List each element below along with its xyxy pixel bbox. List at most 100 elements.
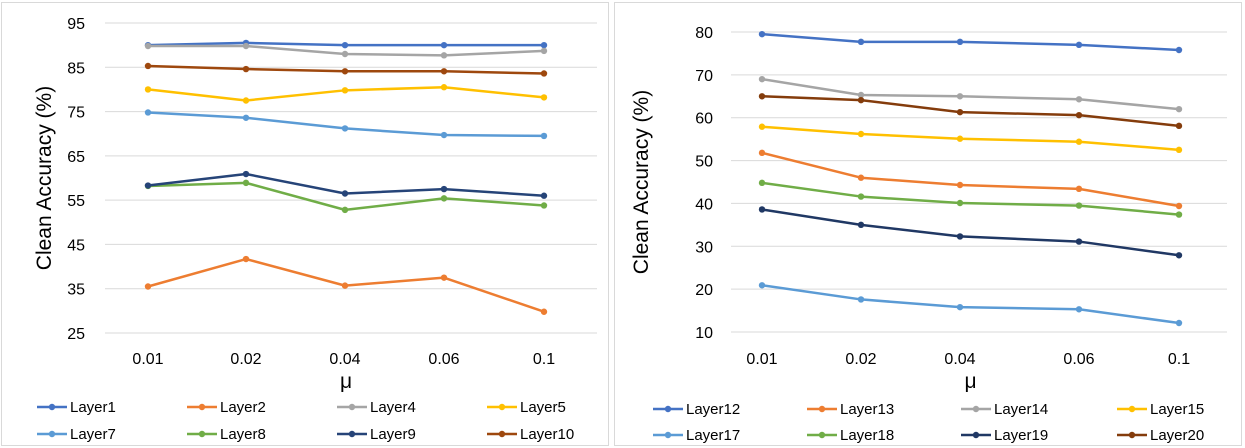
data-point-layer12: [1175, 46, 1183, 54]
legend-marker: [198, 403, 206, 411]
data-point-layer15: [758, 123, 766, 130]
data-point-layer14: [758, 75, 766, 83]
x-tick-label: 0.04: [944, 351, 975, 368]
data-point-layer5: [540, 94, 548, 101]
legend-marker: [498, 430, 506, 438]
data-point-layer8: [341, 206, 349, 214]
y-tick-label: 45: [67, 237, 85, 254]
data-point-layer10: [440, 68, 448, 75]
legend-marker: [972, 431, 980, 439]
data-point-layer8: [242, 179, 250, 187]
data-point-layer5: [341, 87, 349, 94]
data-point-layer2: [242, 255, 250, 263]
series-line-layer14: [761, 77, 1180, 111]
data-point-layer14: [956, 93, 964, 100]
data-point-layer19: [956, 233, 964, 240]
y-tick-label: 50: [695, 154, 713, 171]
data-point-layer2: [540, 308, 548, 315]
y-tick-label: 30: [695, 239, 713, 256]
data-point-layer19: [1175, 252, 1183, 259]
legend-marker: [818, 431, 826, 439]
y-tick-label: 75: [67, 105, 85, 122]
y-tick-label: 70: [695, 68, 713, 85]
y-tick-label: 85: [67, 60, 85, 77]
x-axis-label: μ: [340, 370, 352, 393]
series-line-layer20: [761, 95, 1180, 128]
data-point-layer8: [540, 202, 548, 209]
y-axis-label: Clean Accuracy (%): [630, 90, 653, 274]
series-line-layer19: [761, 208, 1180, 257]
y-tick-label: 25: [67, 326, 85, 343]
data-point-layer19: [758, 206, 766, 213]
legend-marker: [664, 405, 672, 413]
x-tick-label: 0.1: [533, 351, 555, 368]
x-tick-label: 0.01: [746, 351, 777, 368]
data-point-layer10: [341, 68, 349, 75]
data-point-layer20: [1175, 122, 1183, 130]
data-point-layer4: [341, 50, 349, 58]
data-point-layer12: [758, 30, 766, 38]
data-point-layer4: [144, 42, 152, 50]
data-point-layer10: [242, 65, 250, 73]
data-point-layer10: [144, 62, 152, 70]
x-tick-label: 0.02: [230, 351, 261, 368]
legend-label: Layer9: [370, 426, 416, 443]
data-point-layer18: [956, 199, 964, 207]
data-point-layer17: [956, 303, 964, 311]
data-point-layer18: [758, 179, 766, 187]
y-tick-label: 60: [695, 111, 713, 128]
data-point-layer5: [144, 86, 152, 93]
series-line-layer18: [761, 181, 1180, 216]
y-tick-label: 10: [695, 325, 713, 342]
data-point-layer9: [144, 182, 152, 189]
data-point-layer1: [440, 41, 448, 49]
legend-label: Layer13: [840, 401, 894, 418]
x-tick-label: 0.01: [132, 351, 163, 368]
data-point-layer5: [242, 97, 250, 104]
data-point-layer4: [540, 47, 548, 55]
data-point-layer13: [857, 174, 865, 181]
data-point-layer14: [857, 91, 865, 99]
legend-marker: [1128, 405, 1136, 413]
data-point-layer18: [1175, 211, 1183, 218]
chart-panel-right: 80 70 60 50 40 30 20 10 0.01 0.02 0.04 0.06 0.1 Clean…: [614, 2, 1242, 446]
data-point-layer4: [440, 52, 448, 59]
data-point-layer20: [758, 93, 766, 100]
legend-label: Layer19: [994, 427, 1048, 444]
data-point-layer7: [540, 132, 548, 140]
data-point-layer1: [540, 41, 548, 49]
data-point-layer13: [956, 181, 964, 189]
data-point-layer15: [956, 135, 964, 142]
y-tick-label: 65: [67, 149, 85, 166]
data-point-layer20: [1075, 111, 1083, 119]
legend-marker: [1128, 431, 1136, 439]
data-point-layer15: [1175, 146, 1183, 154]
legend-label: Layer5: [520, 399, 566, 416]
legend-marker: [972, 405, 980, 413]
data-point-layer1: [341, 41, 349, 49]
data-point-layer14: [1075, 96, 1083, 103]
data-point-layer7: [242, 114, 250, 121]
data-point-layer18: [857, 193, 865, 200]
y-axis-label: Clean Accuracy (%): [33, 86, 56, 270]
y-tick-label: 55: [67, 193, 85, 210]
chart-panel-left: 95 85 75 65 55 45 35 25 0.01 0.02 0.04 0.06 0.1 Clean…: [1, 2, 609, 446]
x-tick-label: 0.04: [329, 351, 360, 368]
legend-label: Layer2: [220, 399, 266, 416]
legend-marker: [818, 405, 826, 413]
legend-label: Layer17: [686, 427, 740, 444]
data-point-layer9: [242, 170, 250, 178]
data-point-layer4: [242, 42, 250, 50]
legend-marker: [348, 403, 356, 411]
data-point-layer13: [758, 149, 766, 157]
data-point-layer14: [1175, 105, 1183, 113]
legend-marker: [498, 403, 506, 411]
data-point-layer17: [1175, 319, 1183, 327]
data-point-layer20: [857, 96, 865, 104]
legend-marker: [198, 430, 206, 438]
y-tick-label: 80: [695, 25, 713, 42]
y-tick-label: 95: [67, 16, 85, 33]
x-tick-label: 0.06: [1063, 351, 1094, 368]
data-point-layer13: [1075, 185, 1083, 193]
legend-label: Layer12: [686, 401, 740, 418]
